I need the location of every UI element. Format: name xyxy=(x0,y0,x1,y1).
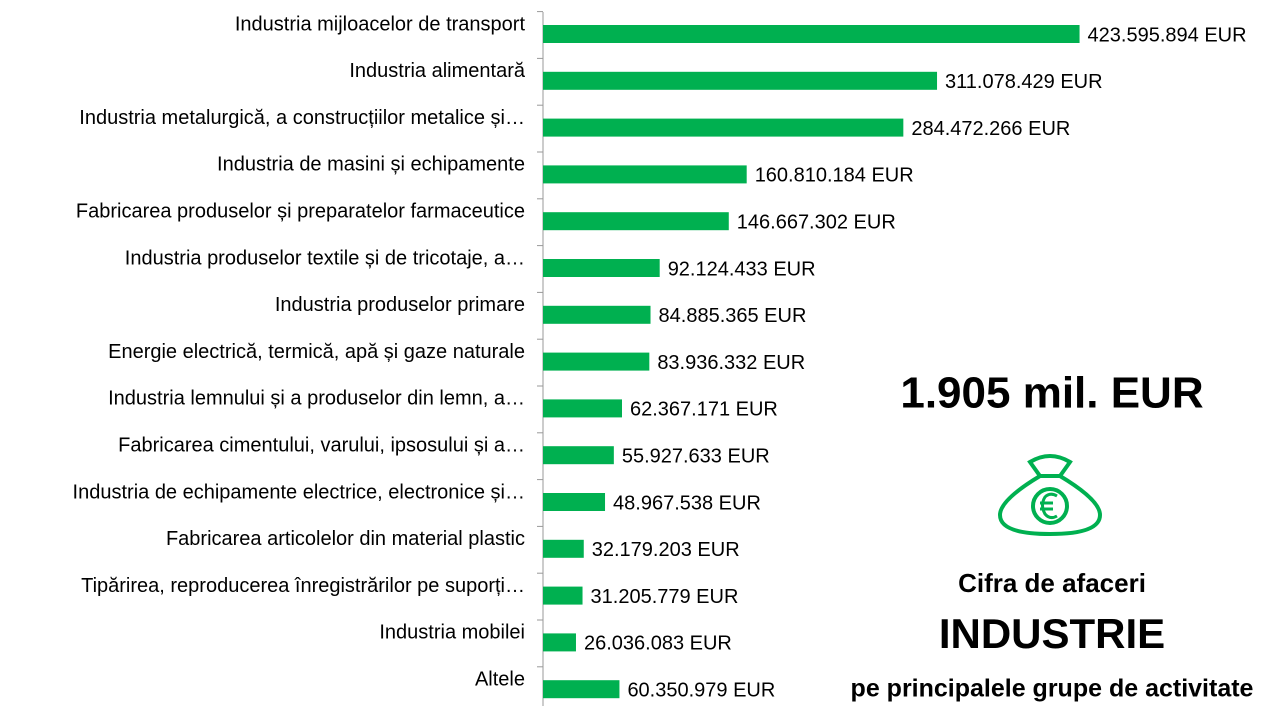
category-label: Industria mobilei xyxy=(379,622,525,644)
bar xyxy=(543,212,729,231)
bar xyxy=(543,493,606,511)
value-label: 311.078.429 EUR xyxy=(945,71,1103,93)
value-label: 423.595.894 EUR xyxy=(1088,24,1247,46)
category-label: Industria produselor primare xyxy=(275,294,525,316)
annotation: Cifra de afaceri xyxy=(958,568,1146,598)
value-label: 92.124.433 EUR xyxy=(668,258,816,280)
annotation: INDUSTRIE xyxy=(939,610,1165,657)
category-label: Industria de masini și echipamente xyxy=(217,154,525,176)
category-label: Industria alimentară xyxy=(349,60,526,82)
bar xyxy=(543,399,622,418)
money-bag-icon xyxy=(997,454,1103,537)
value-label: 55.927.633 EUR xyxy=(622,445,770,467)
category-label: Energie electrică, termică, apă și gaze … xyxy=(108,341,525,363)
category-label: Altele xyxy=(475,668,525,690)
value-label: 84.885.365 EUR xyxy=(659,305,807,327)
bar xyxy=(543,118,904,137)
bar xyxy=(543,539,584,558)
category-label: Fabricarea cimentului, varului, ipsosulu… xyxy=(118,434,525,456)
value-label: 83.936.332 EUR xyxy=(657,352,805,374)
category-label: Industria lemnului și a produselor din l… xyxy=(108,388,525,410)
value-label: 62.367.171 EUR xyxy=(630,399,778,421)
bar xyxy=(543,680,620,699)
category-label: Industria mijloacelor de transport xyxy=(235,13,526,35)
value-label: 32.179.203 EUR xyxy=(592,539,740,561)
value-label: 26.036.083 EUR xyxy=(584,633,732,655)
value-label: 146.667.302 EUR xyxy=(737,211,896,233)
bar xyxy=(543,586,583,605)
value-label: 48.967.538 EUR xyxy=(613,492,761,514)
category-label: Tipărirea, reproducerea înregistrărilor … xyxy=(81,575,525,597)
annotation: 1.905 mil. EUR xyxy=(900,369,1203,418)
category-label: Industria de echipamente electrice, elec… xyxy=(73,481,525,503)
bar xyxy=(543,25,1080,43)
category-label: Fabricarea articolelor din material plas… xyxy=(166,528,525,550)
bar xyxy=(543,305,651,324)
category-label: Industria produselor textile și de trico… xyxy=(125,247,525,269)
bar xyxy=(543,446,614,465)
category-label: Fabricarea produselor și preparatelor fa… xyxy=(76,200,525,222)
value-label: 60.350.979 EUR xyxy=(627,679,775,701)
value-label: 284.472.266 EUR xyxy=(911,118,1070,140)
bar xyxy=(543,352,650,371)
category-label: Industria metalurgică, a construcțiilor … xyxy=(79,107,525,129)
bar xyxy=(543,71,938,90)
value-label: 31.205.779 EUR xyxy=(591,586,739,608)
bar xyxy=(543,165,747,184)
bar xyxy=(543,633,576,652)
bar xyxy=(543,259,660,277)
value-label: 160.810.184 EUR xyxy=(755,165,914,187)
annotation: pe principalele grupe de activitate xyxy=(851,675,1254,703)
